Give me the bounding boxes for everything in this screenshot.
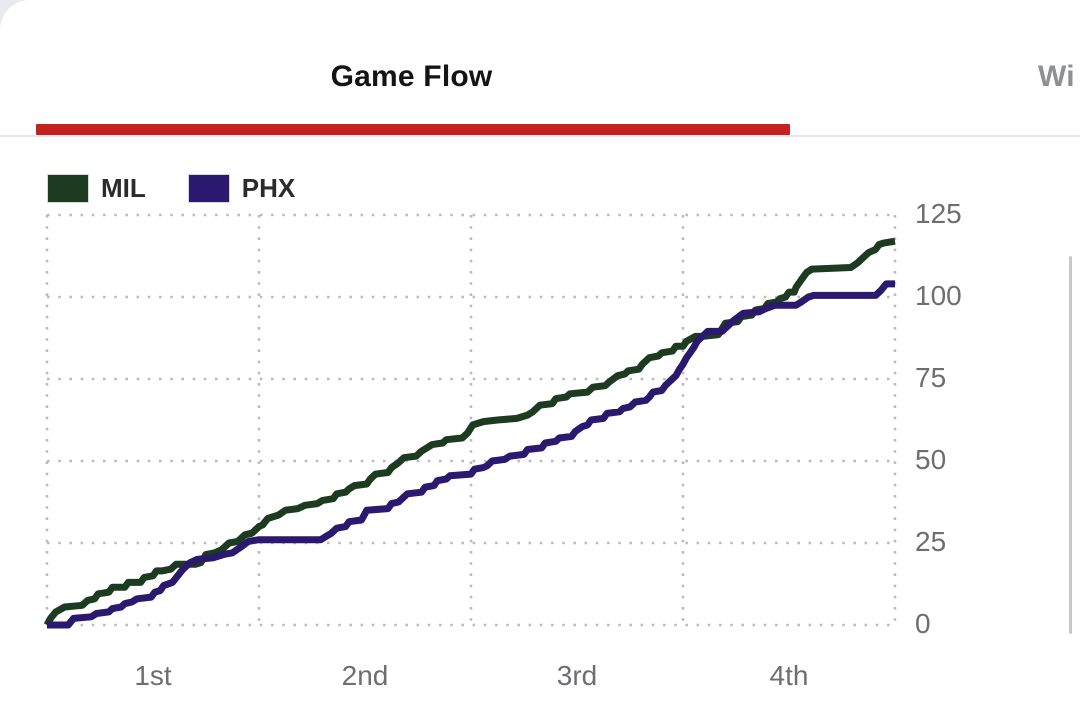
tab-bar: Game Flow Wi [0,0,1080,137]
series-line-mil [43,237,896,627]
chart-legend: MIL PHX [47,173,337,204]
x-axis-tick-4th: 4th [769,660,809,691]
y-axis-tick-50: 50 [915,444,947,475]
x-axis-tick-3rd: 3rd [556,660,598,691]
tab-win-probability-label: Wi [1038,60,1075,93]
tab-game-flow[interactable]: Game Flow [33,0,790,135]
y-axis-tick-25: 25 [915,526,947,557]
legend-item-phx: PHX [187,173,296,204]
legend-swatch-phx [187,174,230,203]
legend-label-mil: MIL [101,173,146,203]
tab-win-probability[interactable]: Wi [790,0,1080,135]
y-axis-tick-0: 0 [915,608,931,639]
x-axis-tick-1st: 1st [134,660,172,691]
tab-game-flow-label: Game Flow [330,60,493,93]
y-axis-tick-125: 125 [915,198,962,229]
active-tab-indicator [36,124,790,135]
series-line-phx [47,280,895,629]
legend-item-mil: MIL [47,173,146,204]
y-axis-tick-75: 75 [915,362,947,393]
legend-label-phx: PHX [241,173,296,203]
legend-swatch-mil [47,174,89,203]
x-axis-tick-2nd: 2nd [341,660,389,691]
tabbar-divider [0,135,1080,137]
y-axis-tick-100: 100 [915,280,962,311]
vertical-scrollbar[interactable] [1069,256,1072,634]
